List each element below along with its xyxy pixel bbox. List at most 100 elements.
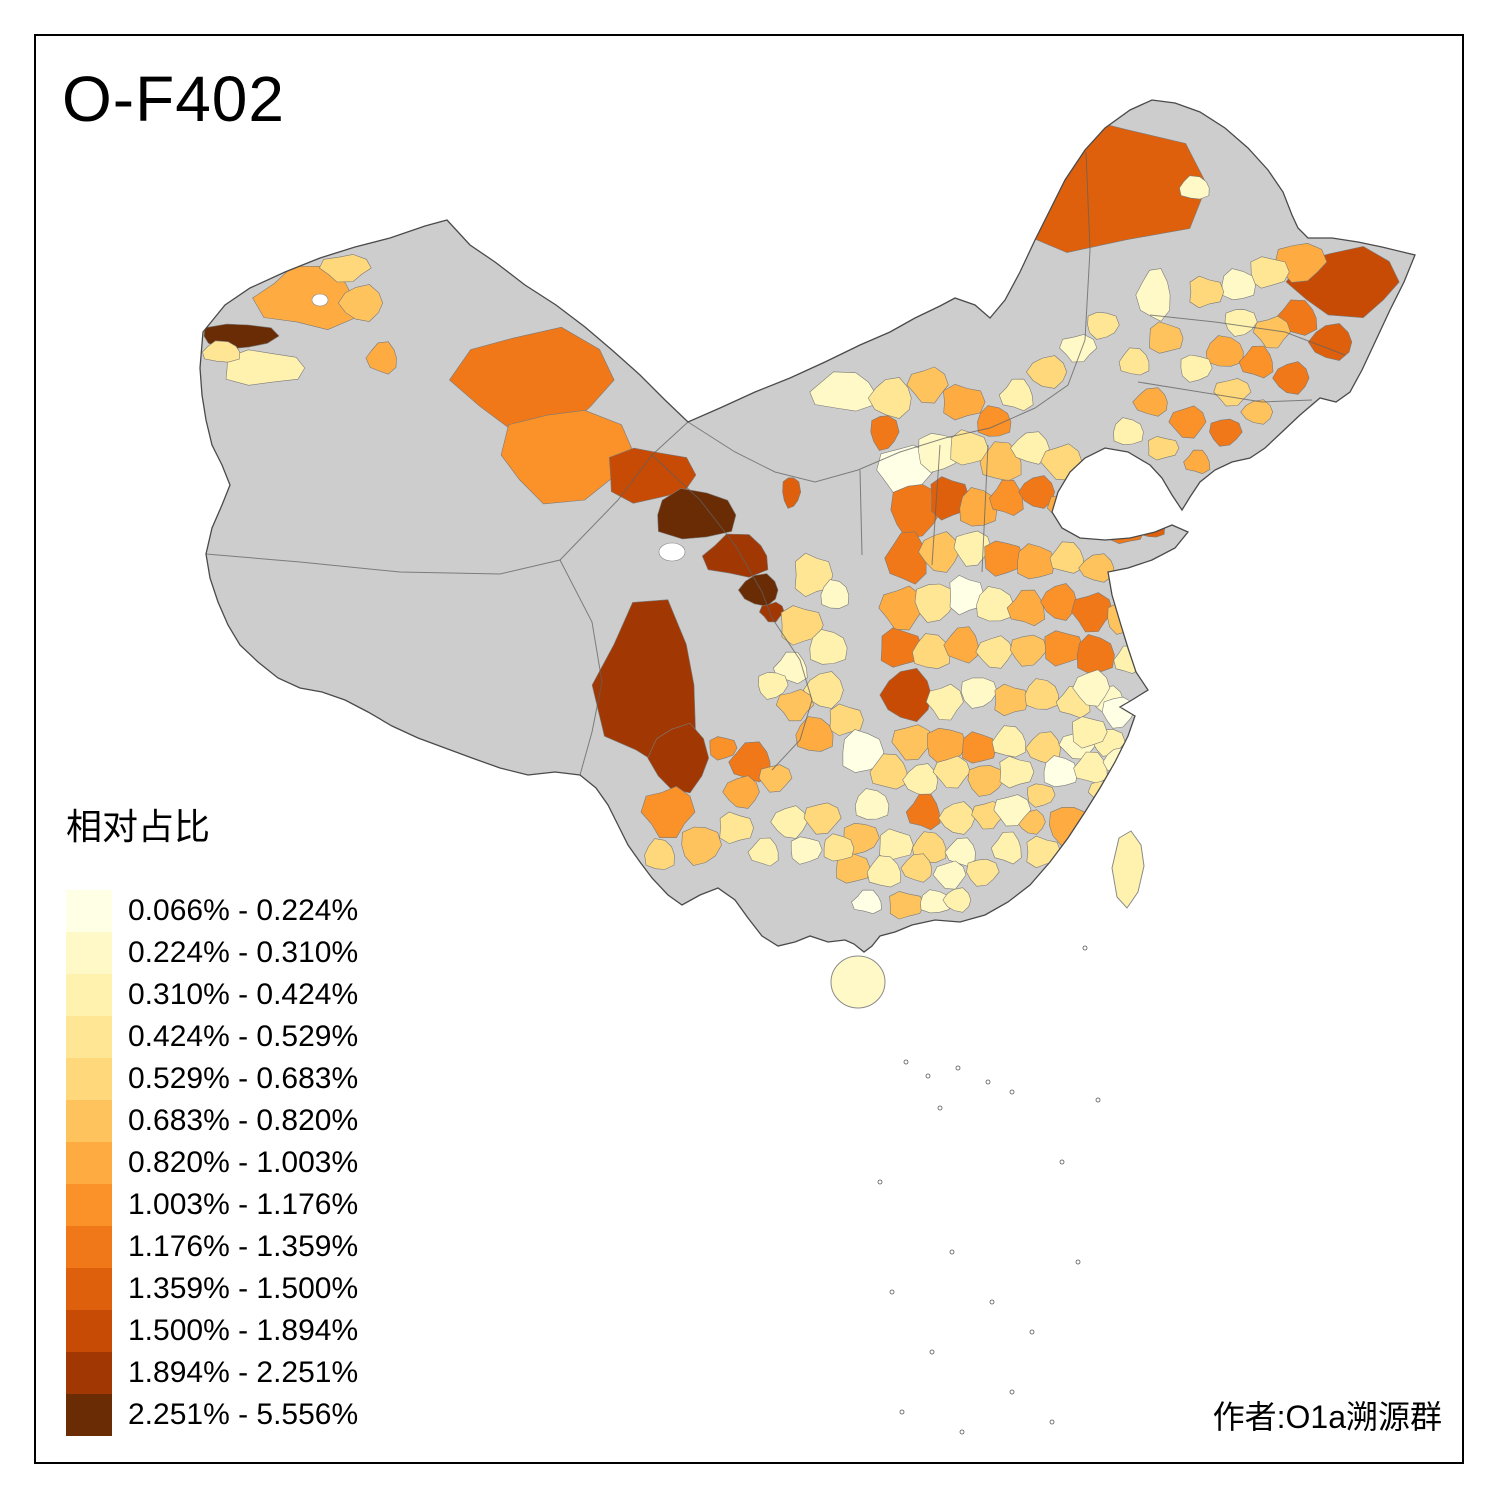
prefecture-region	[932, 755, 971, 789]
legend-item: 0.820% - 1.003%	[66, 1142, 358, 1184]
prefecture-region	[202, 340, 241, 363]
legend-label: 1.500% - 1.894%	[128, 1314, 359, 1347]
prefecture-region	[770, 805, 808, 839]
legend-label: 0.683% - 0.820%	[128, 1104, 359, 1137]
prefecture-region	[1113, 417, 1144, 446]
prefecture-region	[365, 341, 397, 375]
prefecture-region	[998, 378, 1034, 412]
prefecture-region	[1189, 275, 1225, 309]
islet-mark	[985, 1079, 991, 1085]
prefecture-region	[1043, 755, 1078, 788]
legend: 相对占比 0.066% - 0.224% 0.224% - 0.310% 0.310…	[66, 798, 358, 1436]
islet-mark	[1059, 1159, 1065, 1165]
prefecture-region	[962, 731, 997, 764]
prefecture-region	[1224, 309, 1258, 337]
prefecture-region	[1024, 678, 1059, 710]
taiwan-island	[1111, 830, 1145, 909]
legend-item: 0.529% - 0.683%	[66, 1058, 358, 1100]
prefecture-region	[1072, 716, 1108, 749]
legend-swatch	[66, 1142, 112, 1184]
legend-item: 0.424% - 0.529%	[66, 1016, 358, 1058]
prefecture-region	[1238, 345, 1274, 379]
prefecture-region	[950, 429, 989, 466]
legend-swatch	[66, 1268, 112, 1310]
prefecture-region	[1118, 347, 1150, 376]
prefecture-region	[943, 626, 979, 664]
legend-label: 0.424% - 0.529%	[128, 1020, 359, 1053]
islet-mark	[1009, 1089, 1015, 1095]
prefecture-region	[794, 552, 834, 598]
china-mainland-outline	[200, 100, 1415, 952]
islet-mark	[929, 1349, 935, 1355]
prefecture-region	[991, 725, 1026, 758]
legend-swatch	[66, 890, 112, 932]
islet-mark	[1009, 1389, 1015, 1395]
prefecture-region	[790, 836, 823, 865]
prefecture-region	[775, 688, 815, 722]
prefecture-region	[747, 837, 779, 867]
prefecture-region	[640, 786, 696, 839]
islet-mark	[903, 1059, 909, 1065]
prefecture-region	[949, 574, 985, 616]
prefecture-region	[836, 851, 871, 884]
prefecture-region	[681, 826, 722, 866]
prefecture-region	[1205, 335, 1244, 367]
islet-mark	[1082, 945, 1088, 951]
lakes	[311, 293, 686, 562]
prefecture-region	[975, 635, 1014, 669]
prefecture-region	[803, 802, 842, 835]
islet-mark	[989, 1299, 995, 1305]
hainan-island	[830, 955, 886, 1009]
prefecture-region	[905, 793, 941, 831]
prefecture-region	[993, 794, 1032, 827]
prefecture-region	[914, 583, 956, 623]
prefecture-region	[1107, 602, 1140, 635]
prefecture-region	[608, 447, 697, 504]
prefecture-region	[657, 488, 737, 540]
prefecture-region	[1078, 553, 1115, 583]
prefecture-region	[1179, 175, 1210, 200]
prefecture-region	[953, 530, 992, 567]
legend-swatch	[66, 1184, 112, 1226]
islet-mark	[955, 1065, 961, 1071]
prefecture-region	[1147, 436, 1180, 461]
prefecture-region	[999, 755, 1035, 789]
prefecture-region	[337, 284, 384, 322]
prefecture-region	[1132, 387, 1168, 417]
prefecture-region	[1076, 634, 1115, 674]
legend-label: 1.176% - 1.359%	[128, 1230, 359, 1263]
prefecture-region	[925, 683, 964, 721]
islet-mark	[925, 1073, 931, 1079]
prefecture-region	[782, 477, 802, 509]
islet-mark	[949, 1249, 955, 1255]
legend-item: 1.894% - 2.251%	[66, 1352, 358, 1394]
prefecture-region	[866, 855, 901, 888]
prefecture-region	[851, 889, 882, 915]
legend-item: 2.251% - 5.556%	[66, 1394, 358, 1436]
prefecture-region	[500, 409, 635, 505]
prefecture-region	[989, 479, 1024, 516]
prefecture-region	[738, 573, 779, 607]
qinghai-lake	[658, 542, 686, 562]
legend-swatch	[66, 974, 112, 1016]
legend-swatch	[66, 1016, 112, 1058]
prefecture-region	[879, 667, 932, 723]
prefecture-region	[1087, 311, 1120, 340]
prefecture-region	[809, 371, 876, 412]
legend-swatch	[66, 1352, 112, 1394]
prefecture-region	[938, 801, 976, 835]
legend-label: 0.224% - 0.310%	[128, 936, 359, 969]
legend-label: 0.066% - 0.224%	[128, 894, 359, 927]
prefecture-region	[943, 383, 986, 421]
prefecture-region	[701, 533, 769, 578]
legend-label: 2.251% - 5.556%	[128, 1398, 359, 1431]
author-credit: 作者:O1a溯源群	[1212, 1399, 1442, 1435]
prefecture-region	[1252, 315, 1291, 349]
prefecture-region	[722, 775, 760, 809]
prefecture-region	[976, 586, 1015, 622]
prefecture-region	[1040, 583, 1078, 621]
legend-label: 1.003% - 1.176%	[128, 1188, 359, 1221]
islet-mark	[1075, 1259, 1081, 1265]
prefecture-region	[960, 677, 998, 709]
islet-mark	[959, 1429, 965, 1435]
